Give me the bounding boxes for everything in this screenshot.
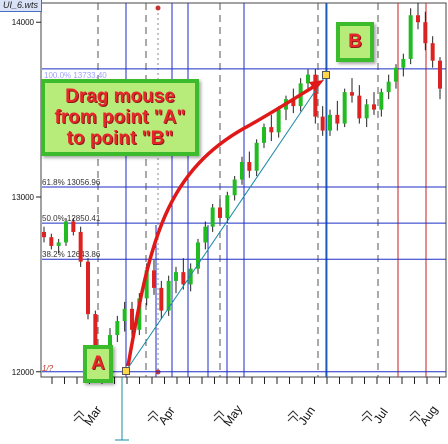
x-month-chevron-icon xyxy=(147,410,159,422)
candle-body xyxy=(159,287,164,311)
y-tick-label: 12000 xyxy=(12,368,35,377)
fib-level-label: 61.8% 13056.96 xyxy=(42,178,101,187)
candle-body xyxy=(276,109,281,133)
candle-body xyxy=(254,142,259,171)
candle-body xyxy=(232,179,237,196)
x-month-chevron-icon xyxy=(213,410,225,422)
x-month-group: Jun xyxy=(295,404,318,428)
candle-body xyxy=(166,280,171,311)
fib-level-label: 38.2% 12643.86 xyxy=(42,250,101,259)
instruction-line-3: to point "B" xyxy=(66,128,174,149)
candle-body xyxy=(313,74,318,117)
candle-body xyxy=(115,321,120,336)
x-month-chevron-icon xyxy=(73,410,85,422)
candle-body xyxy=(196,242,200,269)
y-tick-label: 13000 xyxy=(12,193,35,202)
candle-body xyxy=(218,207,222,218)
candle-body xyxy=(394,67,398,82)
x-month-group: Mar xyxy=(81,403,104,428)
candle-body xyxy=(386,81,391,93)
candle-body xyxy=(350,92,354,96)
drag-arrow xyxy=(126,82,319,367)
point-b-handle xyxy=(322,71,330,79)
candle-body xyxy=(269,127,274,133)
point-b-marker: B xyxy=(336,22,374,62)
candle-body xyxy=(438,60,442,89)
drag-arrow-head xyxy=(309,80,324,91)
x-month-chevron-icon xyxy=(287,410,299,422)
candle-body xyxy=(357,95,362,119)
cursor-handle-top xyxy=(155,5,161,11)
candle-body xyxy=(188,268,193,285)
candle-body xyxy=(262,127,266,143)
candle-body xyxy=(93,314,98,362)
chart-title-tab[interactable]: UI_6.wts xyxy=(0,0,43,12)
instruction-line-2: from point "A" xyxy=(54,107,186,128)
candle-body xyxy=(210,207,215,227)
x-month-label: Apr xyxy=(156,404,178,427)
candle-body xyxy=(71,221,76,232)
candle-body xyxy=(328,114,332,131)
candle-body xyxy=(401,58,406,68)
candle-body xyxy=(49,237,54,246)
fib-bottom-label: 1/? xyxy=(42,364,54,373)
y-tick-label: 14000 xyxy=(12,18,35,27)
x-month-label: Jun xyxy=(295,404,318,428)
x-month-chevron-icon xyxy=(361,410,373,422)
candle-body xyxy=(423,22,428,44)
candle-body xyxy=(152,270,156,288)
candle-body xyxy=(247,162,252,171)
candle-body xyxy=(240,162,244,180)
instruction-line-1: Drag mouse xyxy=(65,86,175,107)
candle-body xyxy=(364,104,369,119)
candle-body xyxy=(408,15,413,59)
candle-body xyxy=(64,221,68,243)
candle-body xyxy=(181,272,186,285)
candle-body xyxy=(416,15,420,23)
candle-body xyxy=(108,335,112,351)
candle-body xyxy=(130,308,134,330)
fib-level-label: 50.0% 12850.41 xyxy=(42,214,101,223)
x-month-group: Jul xyxy=(371,405,391,426)
candle-body xyxy=(430,43,435,61)
point-a-marker: A xyxy=(83,345,113,383)
x-month-chevron-icon xyxy=(409,410,421,422)
candle-body xyxy=(291,99,296,107)
candle-body xyxy=(203,226,208,243)
candle-body xyxy=(42,231,46,238)
fib-top-label: 100.0% 13733.40 xyxy=(44,71,107,80)
candle-body xyxy=(122,308,127,322)
x-month-label: Mar xyxy=(81,403,104,428)
candle-body xyxy=(86,261,90,315)
candle-body xyxy=(78,231,83,262)
trend-line xyxy=(125,74,327,372)
x-month-group: Apr xyxy=(156,404,178,427)
candle-body xyxy=(144,270,149,299)
x-month-label: Jul xyxy=(371,405,391,426)
candle-body xyxy=(320,116,325,131)
candle-body xyxy=(335,114,340,124)
point-a-handle xyxy=(122,367,130,375)
candle-body xyxy=(225,195,230,218)
x-month-group: Aug xyxy=(417,403,441,429)
candle-body xyxy=(342,92,347,124)
x-month-label: Aug xyxy=(417,403,441,429)
candle-body xyxy=(56,242,61,246)
candle-body xyxy=(306,74,310,84)
instruction-callout: Drag mouse from point "A" to point "B" xyxy=(41,79,199,156)
candle-body xyxy=(174,272,178,281)
candle-body xyxy=(379,92,384,110)
candle-body xyxy=(372,104,376,110)
candle-body xyxy=(137,298,142,330)
